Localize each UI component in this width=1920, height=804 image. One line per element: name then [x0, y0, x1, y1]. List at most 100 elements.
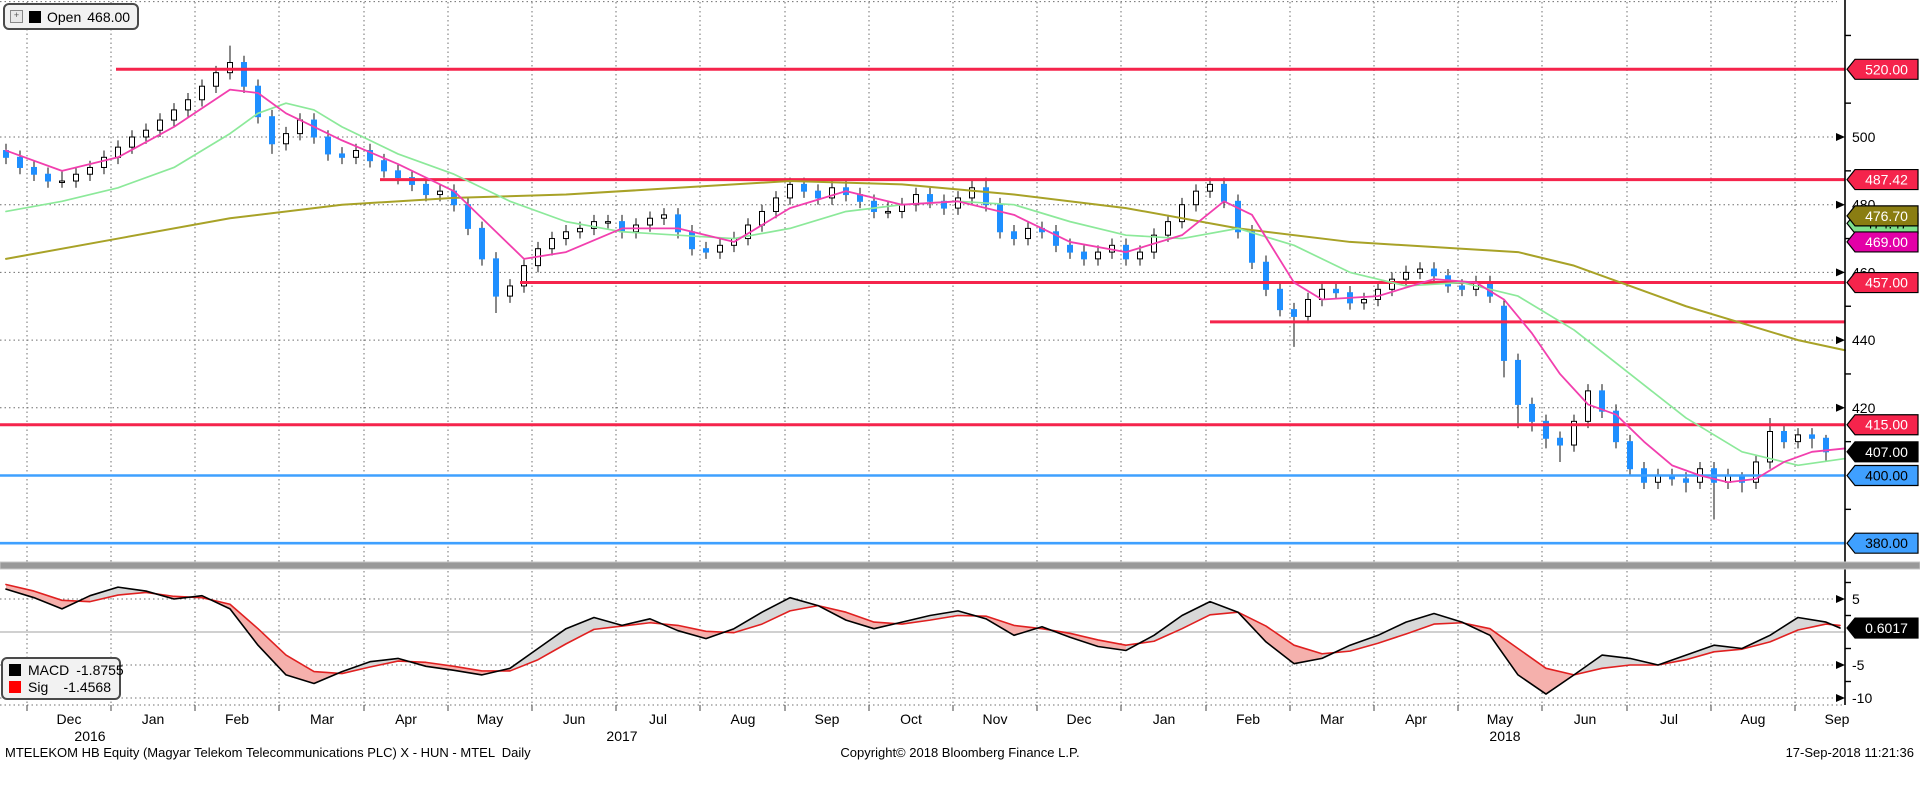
month-label-Aug: Aug — [731, 711, 756, 727]
macd-panel — [5, 583, 1841, 695]
ma-mid-line — [5, 102, 1846, 467]
macd-fill-neg — [1070, 633, 1098, 647]
macd-fill-pos — [1378, 622, 1406, 644]
candle-down — [1557, 437, 1563, 446]
axis-tick-label: 420 — [1852, 400, 1876, 416]
macd-fill-pos — [930, 610, 958, 621]
candle-down — [801, 183, 807, 192]
candle-up — [563, 231, 569, 240]
macd-fill-neg — [426, 662, 454, 671]
candle-down — [325, 136, 331, 155]
price-tag-400.00[interactable] — [1846, 464, 1919, 487]
sig-value: -1.4568 — [63, 679, 111, 695]
macd-legend[interactable]: MACD -1.8755 Sig -1.4568 — [1, 657, 124, 700]
candle-up — [661, 214, 667, 219]
candle-up — [171, 109, 177, 121]
macd-fill-neg — [454, 666, 482, 675]
candle-up — [1305, 298, 1311, 317]
price-tag-487.42[interactable] — [1846, 168, 1919, 191]
macd-legend-row: MACD -1.8755 — [9, 662, 124, 678]
month-label-Sep: Sep — [1825, 711, 1850, 727]
axis-tick-arrow — [1836, 133, 1845, 141]
price-tag-407.00[interactable] — [1846, 441, 1919, 463]
candle-down — [1235, 200, 1241, 233]
month-label-Feb: Feb — [225, 711, 249, 727]
macd-fill-neg — [1546, 668, 1574, 695]
candle-down — [367, 150, 373, 162]
price-tag-520.00[interactable] — [1846, 58, 1919, 80]
candle-down — [1515, 359, 1521, 405]
candle-up — [1361, 298, 1367, 304]
candle-up — [1795, 434, 1801, 443]
price-tag-457.00[interactable] — [1846, 271, 1919, 294]
candle-up — [227, 62, 233, 74]
candle-up — [157, 119, 163, 131]
price-tag-400.00-text: 400.00 — [1865, 468, 1908, 484]
bloomberg-chart: 5004804604404205-5-10520.00487.42474.474… — [0, 0, 1920, 744]
price-tag-469.00[interactable] — [1846, 231, 1919, 253]
candle-up — [647, 217, 653, 226]
month-label-Jan: Jan — [1153, 711, 1176, 727]
sig-legend-row: Sig -1.4568 — [9, 679, 111, 695]
candle-up — [717, 244, 723, 253]
candle-down — [1333, 288, 1339, 294]
candle-up — [199, 85, 205, 101]
candle-up — [1753, 461, 1759, 483]
candle-up — [437, 190, 443, 196]
candle-up — [787, 183, 793, 199]
legend-expander-icon[interactable]: + — [10, 10, 23, 23]
candle-down — [1277, 288, 1283, 311]
candle-up — [1025, 227, 1031, 240]
price-legend-value: 468.00 — [87, 8, 131, 25]
candle-down — [1683, 478, 1689, 483]
candle-up — [73, 173, 79, 182]
price-tag-487.42-text: 487.42 — [1865, 172, 1908, 188]
candle-down — [983, 187, 989, 206]
candle-down — [1459, 285, 1465, 290]
candle-down — [1067, 244, 1073, 253]
candle-down — [1627, 441, 1633, 470]
candle-down — [1291, 309, 1297, 317]
month-label-Jul: Jul — [649, 711, 667, 727]
panel-separator[interactable] — [0, 561, 1920, 570]
candle-up — [59, 180, 65, 184]
candle-down — [1543, 420, 1549, 439]
sig-label: Sig — [28, 679, 49, 695]
candle-up — [101, 156, 107, 168]
candle-up — [213, 72, 219, 87]
candle-down — [1613, 410, 1619, 443]
axis-tick-arrow — [1836, 268, 1845, 277]
candle-up — [1165, 221, 1171, 236]
month-label-May: May — [477, 711, 503, 727]
macd-fill-neg — [1098, 639, 1126, 651]
month-label-Jul: Jul — [1660, 711, 1678, 727]
macd-fill-neg — [6, 584, 34, 598]
candle-down — [1053, 231, 1059, 246]
candle-down — [269, 116, 275, 145]
price-tag-415.00[interactable] — [1846, 414, 1919, 436]
macd-fill-pos — [1182, 601, 1210, 629]
macd-last-value-tag[interactable] — [1846, 617, 1919, 639]
macd-fill-pos — [734, 612, 762, 633]
candle-down — [1809, 434, 1815, 439]
candle-down — [1249, 231, 1255, 263]
macd-fill-neg — [706, 628, 734, 639]
sig-line-swatch — [9, 681, 21, 693]
price-legend[interactable]: + Open 468.00 — [3, 3, 140, 30]
macd-fill-neg — [34, 591, 62, 609]
price-tag-476.70[interactable] — [1846, 205, 1919, 227]
macd-fill-pos — [566, 617, 594, 644]
axis-tick-arrow — [1836, 694, 1845, 702]
price-tag-380.00[interactable] — [1846, 532, 1919, 554]
macd-fill-neg — [1490, 628, 1518, 675]
candle-up — [1767, 430, 1773, 463]
chart-svg: 5004804604404205-5-10520.00487.42474.474… — [0, 0, 1920, 744]
candle-down — [1011, 231, 1017, 240]
month-label-Apr: Apr — [395, 711, 417, 727]
macd-line-swatch — [9, 664, 21, 676]
candle-down — [1823, 437, 1829, 453]
security-description: MTELEKOM HB Equity (Magyar Telekom Telec… — [5, 745, 531, 760]
candle-down — [381, 160, 387, 172]
candle-up — [1403, 271, 1409, 280]
macd-fill-pos — [1406, 613, 1434, 634]
